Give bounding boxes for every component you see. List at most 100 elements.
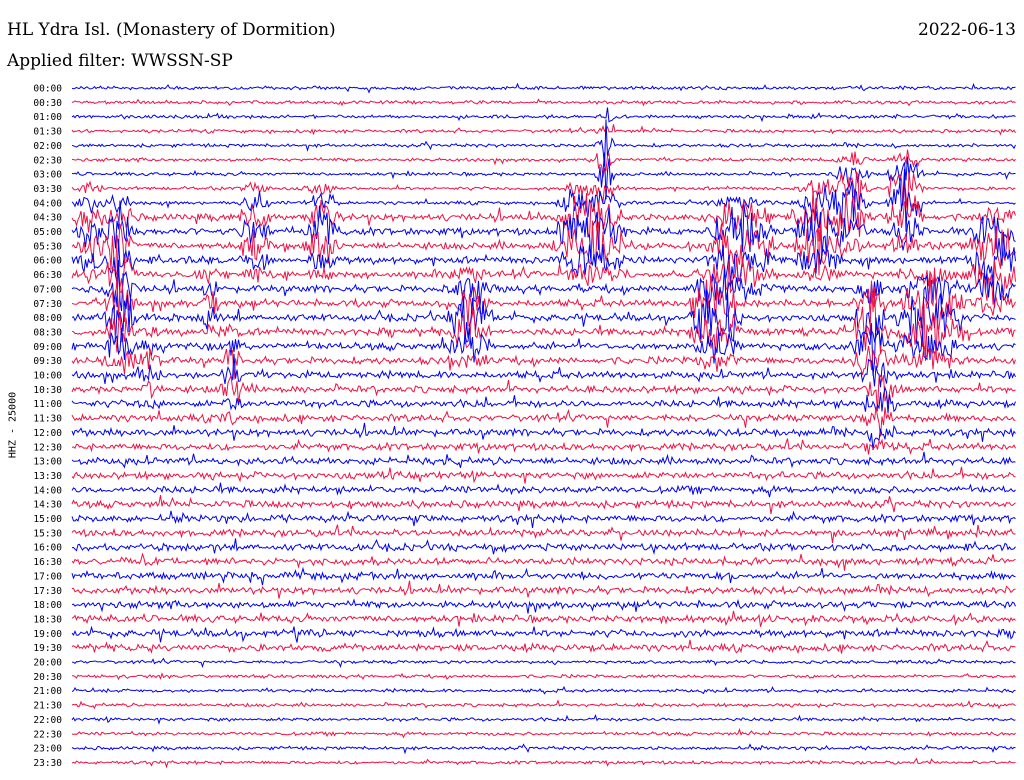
trace-line	[71, 124, 1016, 136]
trace-line	[71, 672, 1016, 681]
time-label: 14:00	[33, 485, 62, 496]
trace-line	[71, 82, 1016, 94]
trace-line	[71, 259, 1016, 312]
trace-line	[71, 385, 1016, 414]
time-label: 17:30	[33, 586, 62, 597]
time-label: 02:00	[33, 141, 62, 152]
time-label: 03:00	[33, 170, 62, 181]
trace-line	[71, 552, 1016, 571]
time-label: 10:30	[33, 385, 62, 396]
time-label: 06:00	[33, 256, 62, 267]
trace-line	[71, 639, 1016, 655]
time-label: 04:30	[33, 213, 62, 224]
time-label: 20:30	[33, 672, 62, 683]
seismic-traces	[71, 82, 1016, 769]
trace-line	[71, 510, 1016, 528]
time-label: 09:30	[33, 356, 62, 367]
time-label: 04:00	[33, 198, 62, 209]
trace-line	[71, 482, 1016, 498]
trace-line	[71, 566, 1016, 586]
trace-line	[71, 345, 1016, 380]
time-label: 23:30	[33, 758, 62, 769]
trace-line	[71, 231, 1016, 293]
time-label: 11:30	[33, 414, 62, 425]
trace-line	[71, 657, 1016, 669]
trace-line	[71, 188, 1016, 242]
trace-line	[71, 149, 1016, 178]
time-label: 21:00	[33, 686, 62, 697]
time-label: 18:30	[33, 614, 62, 625]
trace-line	[71, 598, 1016, 614]
time-label: 03:30	[33, 184, 62, 195]
time-label: 19:00	[33, 629, 62, 640]
trace-line	[71, 743, 1016, 755]
station-title: HL Ydra Isl. (Monastery of Dormition)	[7, 20, 336, 40]
time-label: 09:00	[33, 342, 62, 353]
plot-date: 2022-06-13	[917, 20, 1016, 40]
time-label: 16:30	[33, 557, 62, 568]
time-label: 14:30	[33, 500, 62, 511]
time-label: 07:00	[33, 284, 62, 295]
trace-line	[71, 422, 1016, 451]
trace-line	[71, 466, 1016, 484]
time-label: 00:00	[33, 84, 62, 95]
trace-line	[71, 374, 1016, 412]
trace-line	[71, 727, 1016, 739]
time-label: 15:30	[33, 528, 62, 539]
trace-line	[71, 580, 1016, 599]
trace-line	[71, 200, 1016, 260]
time-label: 01:00	[33, 112, 62, 123]
trace-line	[71, 757, 1016, 769]
trace-line	[71, 685, 1016, 695]
time-label: 20:00	[33, 658, 62, 669]
trace-line	[71, 220, 1016, 277]
trace-line	[71, 625, 1016, 643]
trace-line	[71, 538, 1016, 555]
trace-line	[71, 713, 1016, 725]
time-label: 19:30	[33, 643, 62, 654]
filter-label: Applied filter: WWSSN-SP	[7, 51, 233, 71]
trace-line	[71, 256, 1016, 305]
trace-line	[71, 699, 1016, 710]
time-label: 15:00	[33, 514, 62, 525]
trace-line	[71, 451, 1016, 469]
time-label: 00:30	[33, 98, 62, 109]
time-label: 16:00	[33, 543, 62, 554]
time-label: 13:30	[33, 471, 62, 482]
time-labels: 00:00 00:30 01:00 01:30 02:00 02:30 03:00 03:30…	[33, 84, 62, 769]
time-label: 02:30	[33, 155, 62, 166]
time-label: 22:00	[33, 715, 62, 726]
trace-line	[71, 438, 1016, 455]
time-label: 11:00	[33, 399, 62, 410]
trace-line	[71, 98, 1016, 107]
time-label: 10:00	[33, 371, 62, 382]
time-label: 12:30	[33, 442, 62, 453]
time-label: 23:00	[33, 744, 62, 755]
time-label: 21:30	[33, 701, 62, 712]
trace-line	[71, 170, 1016, 213]
trace-line	[71, 107, 1016, 123]
time-label: 08:00	[33, 313, 62, 324]
trace-line	[71, 280, 1016, 361]
time-label: 07:30	[33, 299, 62, 310]
trace-line	[71, 610, 1016, 627]
time-label: 17:00	[33, 571, 62, 582]
trace-line	[71, 119, 1016, 167]
time-label: 05:00	[33, 227, 62, 238]
trace-line	[71, 524, 1016, 543]
trace-line	[71, 353, 1016, 388]
time-label: 12:00	[33, 428, 62, 439]
time-label: 06:30	[33, 270, 62, 281]
trace-line	[71, 407, 1016, 437]
time-label: 05:30	[33, 241, 62, 252]
trace-line	[71, 168, 1016, 232]
time-label: 01:30	[33, 127, 62, 138]
time-label: 18:00	[33, 600, 62, 611]
trace-line	[71, 495, 1016, 515]
time-label: 22:30	[33, 729, 62, 740]
trace-line	[71, 267, 1016, 331]
time-label: 13:00	[33, 457, 62, 468]
trace-line	[71, 317, 1016, 376]
time-label: 08:30	[33, 327, 62, 338]
